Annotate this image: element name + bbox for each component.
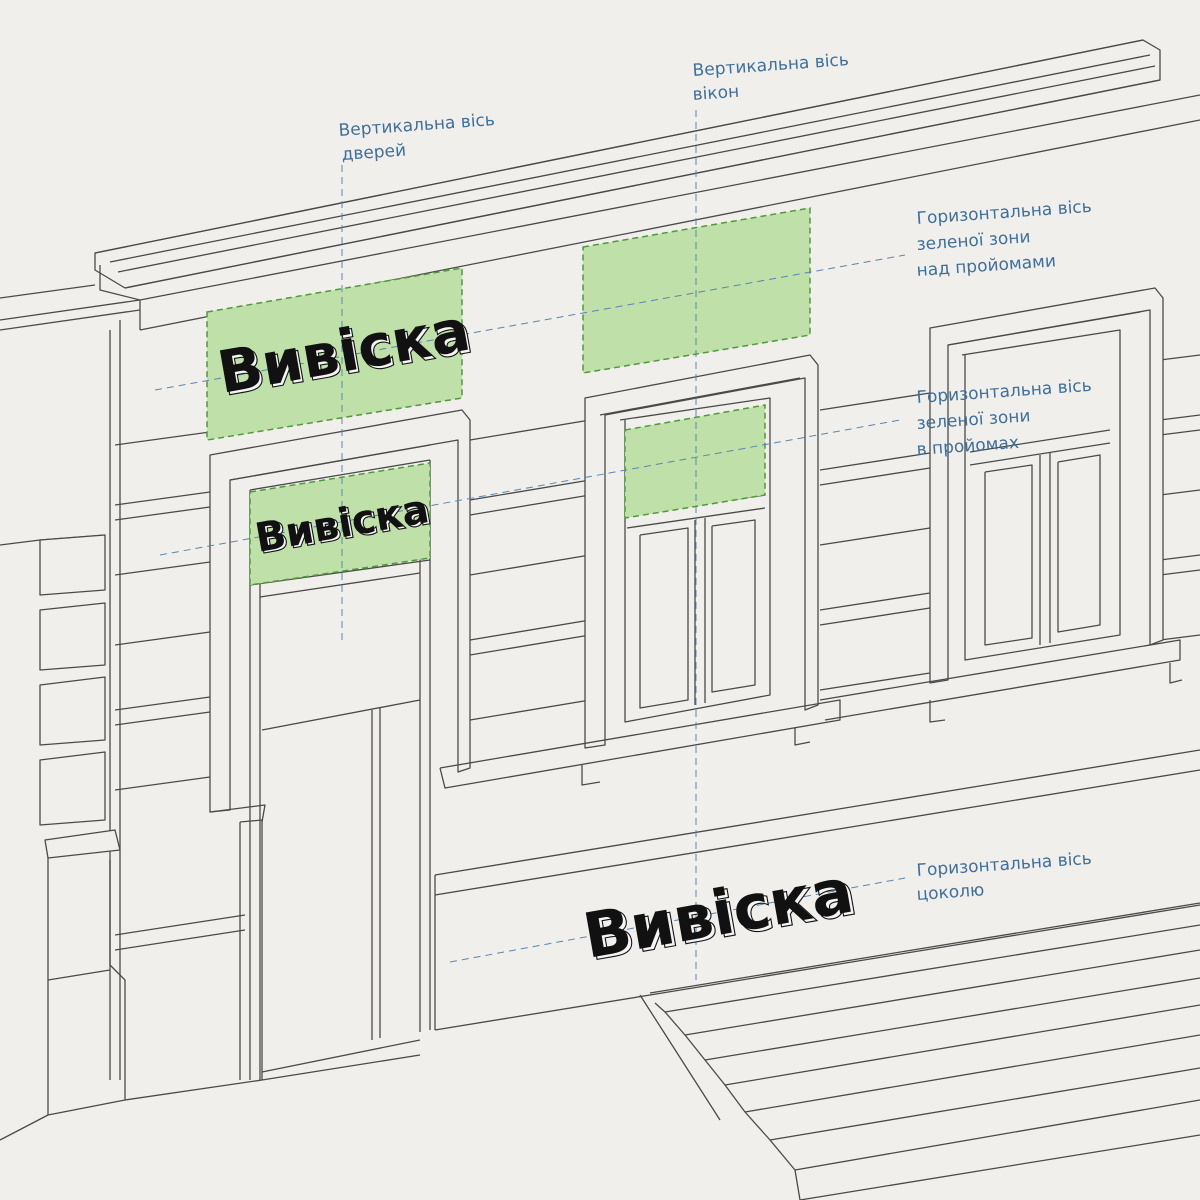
cornice <box>0 39 1200 331</box>
svg-text:вікон: вікон <box>692 82 740 105</box>
green-in-axis <box>159 419 901 556</box>
door-axis-label: Вертикальна вісь дверей <box>338 110 495 165</box>
middle-window <box>439 354 841 789</box>
stairs <box>639 902 1200 1200</box>
svg-text:Вивіска: Вивіска <box>578 854 858 973</box>
svg-text:зеленої зони: зеленої зони <box>916 227 1031 255</box>
door-frame <box>209 409 471 1080</box>
sign-plinth: Вивіска Вивіска <box>578 854 862 976</box>
green-above-label: Горизонтальна вісь зеленої зони над прой… <box>916 197 1092 281</box>
window-axis-label: Вертикальна вісь вікон <box>692 50 849 105</box>
svg-text:дверей: дверей <box>341 141 407 165</box>
axes <box>154 110 906 980</box>
green-zones <box>206 207 811 586</box>
green-in-label: Горизонтальна вісь зеленої зони в пройом… <box>916 376 1092 460</box>
rustication <box>114 354 1200 791</box>
svg-text:Вертикальна вісь: Вертикальна вісь <box>338 110 495 141</box>
plinth-axis <box>449 877 906 963</box>
svg-text:Горизонтальна вісь: Горизонтальна вісь <box>916 849 1092 881</box>
svg-text:Горизонтальна вісь: Горизонтальна вісь <box>916 197 1092 229</box>
right-window <box>819 287 1183 723</box>
green-zone-in-door <box>249 462 431 586</box>
plinth <box>0 749 1200 1141</box>
green-zone-in-window <box>624 404 766 519</box>
svg-text:над пройомами: над пройомами <box>916 251 1057 281</box>
left-pilaster <box>0 309 246 1116</box>
svg-text:Вертикальна вісь: Вертикальна вісь <box>692 50 849 81</box>
green-zone-above-door <box>206 267 463 441</box>
plinth-axis-label: Горизонтальна вісь цоколю <box>916 849 1092 905</box>
svg-text:цоколю: цоколю <box>916 880 985 905</box>
